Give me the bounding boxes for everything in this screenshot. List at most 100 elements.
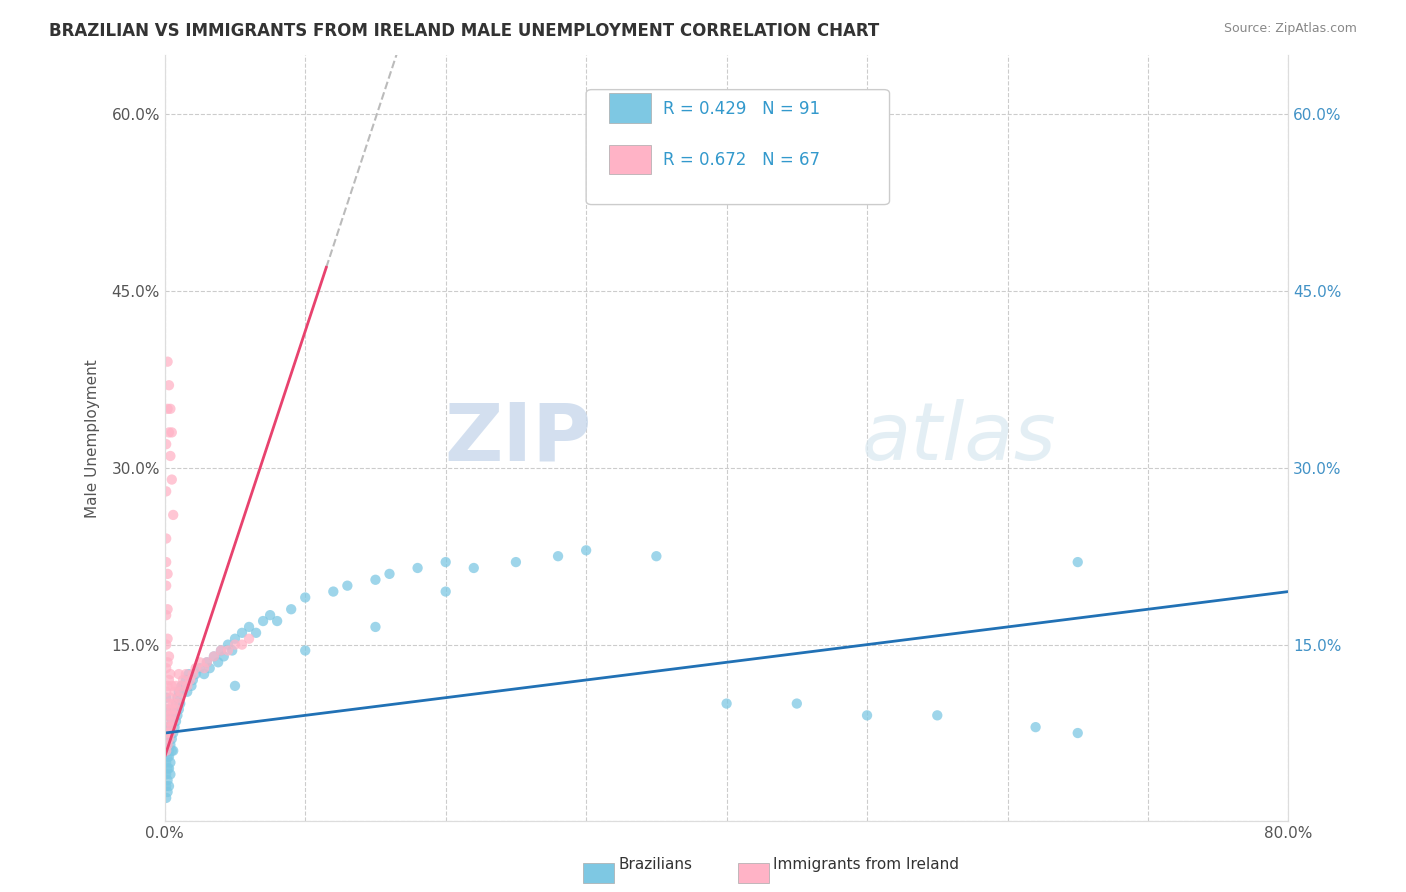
Point xyxy=(181,673,204,687)
Point xyxy=(162,508,184,522)
Text: BRAZILIAN VS IMMIGRANTS FROM IRELAND MALE UNEMPLOYMENT CORRELATION CHART: BRAZILIAN VS IMMIGRANTS FROM IRELAND MAL… xyxy=(49,22,880,40)
Point xyxy=(378,566,401,581)
Point xyxy=(157,697,180,711)
Point xyxy=(180,679,202,693)
Point xyxy=(167,667,190,681)
Point xyxy=(157,425,180,440)
Point xyxy=(184,661,207,675)
Point xyxy=(159,720,181,734)
Point xyxy=(156,738,179,752)
Point xyxy=(252,614,274,628)
Point xyxy=(231,625,253,640)
Point xyxy=(155,608,177,623)
Point xyxy=(165,679,187,693)
Point xyxy=(156,702,179,716)
Text: Source: ZipAtlas.com: Source: ZipAtlas.com xyxy=(1223,22,1357,36)
Point xyxy=(160,744,183,758)
Point xyxy=(172,673,194,687)
Point xyxy=(155,779,177,793)
Point xyxy=(927,708,949,723)
Point xyxy=(163,702,186,716)
Point xyxy=(156,655,179,669)
Point xyxy=(155,484,177,499)
Point xyxy=(165,697,187,711)
Point xyxy=(364,620,387,634)
Point xyxy=(156,602,179,616)
Point xyxy=(162,744,184,758)
Point xyxy=(856,708,879,723)
Point xyxy=(156,679,179,693)
Point xyxy=(157,749,180,764)
Text: Brazilians: Brazilians xyxy=(619,857,693,872)
Point xyxy=(174,673,197,687)
Point xyxy=(207,655,229,669)
Point xyxy=(217,643,239,657)
Point xyxy=(157,673,180,687)
Point xyxy=(155,555,177,569)
Point xyxy=(166,708,188,723)
Point xyxy=(156,731,179,746)
Point xyxy=(224,638,246,652)
Point xyxy=(221,643,243,657)
Point xyxy=(188,661,211,675)
Point xyxy=(163,685,186,699)
Point xyxy=(160,473,183,487)
Point xyxy=(156,702,179,716)
Point xyxy=(716,697,738,711)
Point xyxy=(167,690,190,705)
Point xyxy=(434,584,457,599)
Point xyxy=(155,708,177,723)
Point xyxy=(155,720,177,734)
Point xyxy=(159,667,181,681)
Text: ZIP: ZIP xyxy=(444,400,592,477)
Point xyxy=(238,632,260,646)
Point xyxy=(157,708,180,723)
Point xyxy=(172,679,194,693)
Point xyxy=(167,702,190,716)
Point xyxy=(195,655,218,669)
Point xyxy=(159,756,181,770)
Text: R = 0.429   N = 91: R = 0.429 N = 91 xyxy=(662,100,820,118)
Point xyxy=(184,667,207,681)
Point xyxy=(169,697,191,711)
Point xyxy=(181,667,204,681)
Point xyxy=(159,708,181,723)
Point xyxy=(156,785,179,799)
Point xyxy=(364,573,387,587)
Point xyxy=(336,579,359,593)
Point xyxy=(166,690,188,705)
Point xyxy=(224,679,246,693)
Point xyxy=(156,720,179,734)
Point xyxy=(156,749,179,764)
Point xyxy=(280,602,302,616)
Point xyxy=(163,708,186,723)
Point xyxy=(1067,726,1090,740)
Point xyxy=(434,555,457,569)
Point xyxy=(156,738,179,752)
Point xyxy=(155,726,177,740)
Point xyxy=(166,697,188,711)
Point xyxy=(155,744,177,758)
Point xyxy=(156,354,179,368)
Point xyxy=(160,731,183,746)
Point xyxy=(198,661,221,675)
Point xyxy=(786,697,808,711)
Point xyxy=(157,731,180,746)
Point xyxy=(156,761,179,775)
Point xyxy=(156,401,179,416)
Text: R = 0.672   N = 67: R = 0.672 N = 67 xyxy=(662,151,820,169)
Point xyxy=(169,685,191,699)
Point xyxy=(155,532,177,546)
Point xyxy=(159,690,181,705)
Point xyxy=(155,638,177,652)
Point xyxy=(155,579,177,593)
Point xyxy=(245,625,267,640)
Point xyxy=(157,378,180,392)
Point xyxy=(163,720,186,734)
Y-axis label: Male Unemployment: Male Unemployment xyxy=(86,359,100,517)
Point xyxy=(209,643,232,657)
Point xyxy=(162,697,184,711)
Point xyxy=(155,708,177,723)
Point xyxy=(157,726,180,740)
Point xyxy=(174,667,197,681)
